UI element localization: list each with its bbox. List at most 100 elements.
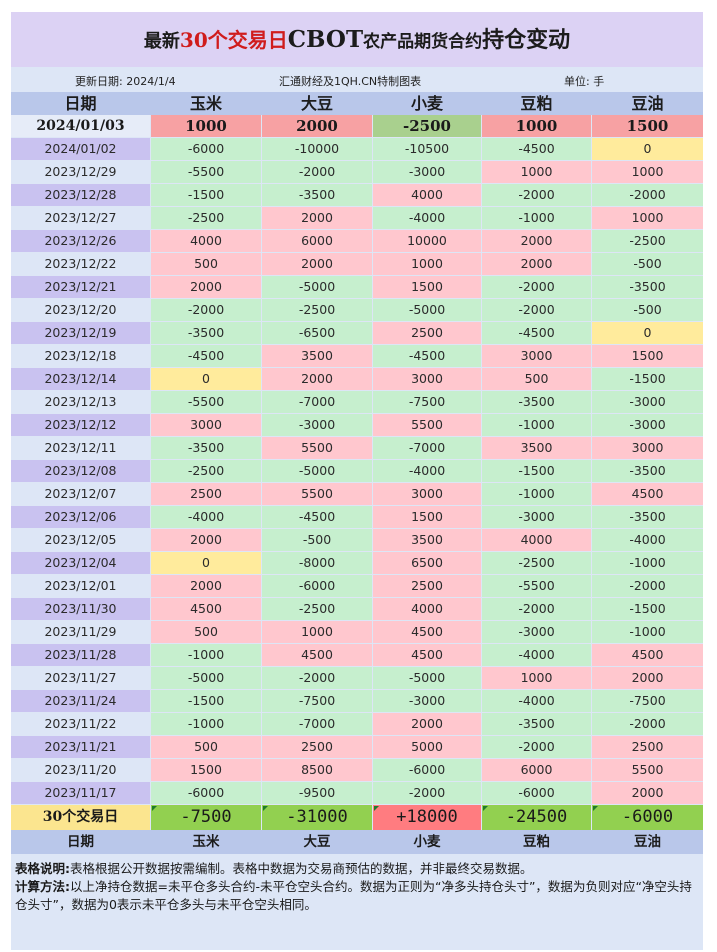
cell-soyoil: 0 <box>592 322 703 344</box>
cell-soybean: 5500 <box>262 437 372 459</box>
cell-wheat: 1500 <box>373 276 481 298</box>
cell-soybean: -2500 <box>262 598 372 620</box>
cell-corn: 2000 <box>151 276 261 298</box>
cell-soymeal: -3500 <box>482 713 591 735</box>
cell-soyoil: -500 <box>592 299 703 321</box>
cell-soyoil: -3500 <box>592 460 703 482</box>
cell-soymeal: -1500 <box>482 460 591 482</box>
cell-soyoil: 1500 <box>592 115 703 137</box>
cell-soymeal: -2000 <box>482 184 591 206</box>
cell-wheat: 2500 <box>373 575 481 597</box>
cell-soyoil: -1500 <box>592 598 703 620</box>
cell-soyoil: 1000 <box>592 161 703 183</box>
cell-corn: -1000 <box>151 713 261 735</box>
cell-soyoil: -500 <box>592 253 703 275</box>
summary-soyoil: -6000 <box>592 805 703 830</box>
cell-corn: 2000 <box>151 575 261 597</box>
row-date: 2023/12/01 <box>11 575 150 597</box>
cell-corn: 500 <box>151 621 261 643</box>
cell-corn: -2000 <box>151 299 261 321</box>
cell-corn: 4000 <box>151 230 261 252</box>
cell-soybean: -6000 <box>262 575 372 597</box>
table-footer: 日期 玉米 大豆 小麦 豆粕 豆油 <box>11 830 703 854</box>
cell-wheat: -6000 <box>373 759 481 781</box>
row-date: 2023/11/29 <box>11 621 150 643</box>
title-part-contracts: 农产品期货合约 <box>363 32 483 52</box>
table-row: 2023/12/11 -3500 5500 -7000 3500 3000 <box>11 437 703 460</box>
cell-wheat: 4000 <box>373 184 481 206</box>
cell-soymeal: 3000 <box>482 345 591 367</box>
note-method-label: 计算方法: <box>15 879 70 894</box>
cell-soyoil: -3500 <box>592 276 703 298</box>
cell-corn: 1000 <box>151 115 261 137</box>
cell-soyoil: 3000 <box>592 437 703 459</box>
cell-wheat: 3000 <box>373 483 481 505</box>
cell-soymeal: 1000 <box>482 115 591 137</box>
cell-wheat: -3000 <box>373 690 481 712</box>
table-row: 2023/12/08 -2500 -5000 -4000 -1500 -3500 <box>11 460 703 483</box>
table-row: 2023/12/19 -3500 -6500 2500 -4500 0 <box>11 322 703 345</box>
row-date: 2023/12/14 <box>11 368 150 390</box>
row-date: 2023/11/27 <box>11 667 150 689</box>
cell-corn: -4000 <box>151 506 261 528</box>
cell-soybean: -3500 <box>262 184 372 206</box>
cell-wheat: -4000 <box>373 207 481 229</box>
row-date: 2023/12/26 <box>11 230 150 252</box>
row-date: 2023/12/13 <box>11 391 150 413</box>
cell-soymeal: -2500 <box>482 552 591 574</box>
header-soyoil: 豆油 <box>631 94 664 113</box>
title-part-days: 30个交易日 <box>179 28 288 52</box>
cell-wheat: -7500 <box>373 391 481 413</box>
cell-marker-icon <box>593 806 598 811</box>
cell-wheat: 4500 <box>373 621 481 643</box>
summary-soybean: -31000 <box>262 805 372 830</box>
row-date: 2023/12/20 <box>11 299 150 321</box>
cell-soybean: 2000 <box>262 368 372 390</box>
cell-wheat: -7000 <box>373 437 481 459</box>
cell-corn: 4500 <box>151 598 261 620</box>
table-row: 2023/12/12 3000 -3000 5500 -1000 -3000 <box>11 414 703 437</box>
cell-corn: -3500 <box>151 322 261 344</box>
cell-wheat: -4000 <box>373 460 481 482</box>
cell-soyoil: 1500 <box>592 345 703 367</box>
cell-marker-icon <box>483 806 488 811</box>
table-row-latest: 2024/01/03 1000 2000 -2500 1000 1500 <box>11 115 703 138</box>
cell-corn: -6000 <box>151 138 261 160</box>
row-date: 2023/12/06 <box>11 506 150 528</box>
footer-wheat: 小麦 <box>413 834 441 850</box>
table-row: 2023/12/28 -1500 -3500 4000 -2000 -2000 <box>11 184 703 207</box>
table-row: 2023/11/27 -5000 -2000 -5000 1000 2000 <box>11 667 703 690</box>
cell-soyoil: -2000 <box>592 575 703 597</box>
cell-corn: 2500 <box>151 483 261 505</box>
note-description-label: 表格说明: <box>15 861 70 876</box>
notes-section: 表格说明:表格根据公开数据按需编制。表格中数据为交易商预估的数据，并非最终交易数… <box>15 860 699 914</box>
cell-wheat: 6500 <box>373 552 481 574</box>
table-row: 2023/11/21 500 2500 5000 -2000 2500 <box>11 736 703 759</box>
cell-corn: 1500 <box>151 759 261 781</box>
cell-soybean: 2500 <box>262 736 372 758</box>
cell-soymeal: 2000 <box>482 253 591 275</box>
table-row: 2023/12/05 2000 -500 3500 4000 -4000 <box>11 529 703 552</box>
footer-corn: 玉米 <box>192 834 220 850</box>
summary-wheat: +18000 <box>373 805 481 830</box>
cell-soybean: 2000 <box>262 207 372 229</box>
table-row: 2023/12/29 -5500 -2000 -3000 1000 1000 <box>11 161 703 184</box>
table-row: 2023/11/29 500 1000 4500 -3000 -1000 <box>11 621 703 644</box>
row-date: 2023/12/18 <box>11 345 150 367</box>
cell-soyoil: -3000 <box>592 414 703 436</box>
header-corn: 玉米 <box>189 94 222 113</box>
cell-soybean: -2000 <box>262 161 372 183</box>
cell-soyoil: -1000 <box>592 552 703 574</box>
cell-soymeal: -4500 <box>482 138 591 160</box>
cell-wheat: 5500 <box>373 414 481 436</box>
cell-soyoil: 0 <box>592 138 703 160</box>
cell-wheat: 10000 <box>373 230 481 252</box>
cell-corn: 500 <box>151 253 261 275</box>
cell-soymeal: -3000 <box>482 621 591 643</box>
cell-wheat: -2500 <box>373 115 481 137</box>
cell-soybean: 8500 <box>262 759 372 781</box>
cell-soyoil: 2500 <box>592 736 703 758</box>
cell-soybean: -6500 <box>262 322 372 344</box>
cell-marker-icon <box>152 806 157 811</box>
cell-soybean: -9500 <box>262 782 372 804</box>
